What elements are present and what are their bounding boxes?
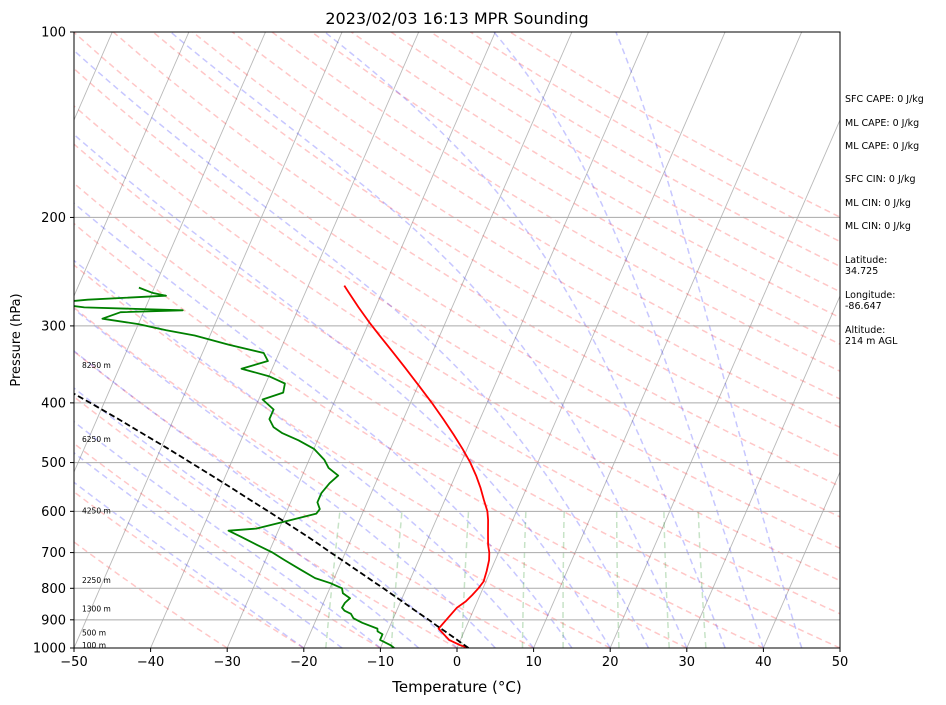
dry-adiabat-line	[74, 350, 534, 648]
isotherm-line	[533, 32, 803, 648]
isotherm-line	[226, 32, 496, 648]
dry-adiabat-line	[74, 490, 305, 648]
moist-adiabat-line	[74, 49, 650, 648]
y-tick-label: 1000	[33, 642, 66, 657]
x-tick-label: 40	[755, 655, 772, 670]
dry-adiabat-line	[271, 32, 840, 373]
sounding-series	[74, 285, 491, 648]
sounding-info-item: SFC CIN: 0 J/kg	[845, 174, 916, 185]
moist-adiabat-line	[74, 451, 343, 648]
height-label: 4250 m	[82, 506, 111, 515]
moist-adiabat-line	[493, 32, 765, 648]
x-tick-label: 0	[453, 655, 461, 670]
x-tick-label: 10	[525, 655, 542, 670]
height-label: 500 m	[82, 628, 106, 637]
moist-adiabat-line	[74, 481, 305, 648]
pressure-gridlines	[74, 216, 840, 621]
isotherm-line	[74, 32, 266, 474]
isotherm-line	[609, 118, 840, 648]
sounding-info-item: Altitude: 214 m AGL	[845, 325, 898, 347]
dry-adiabat-line	[192, 32, 840, 429]
height-label: 6250 m	[82, 435, 111, 444]
height-label: 1300 m	[82, 604, 111, 613]
series-line-0	[343, 285, 491, 648]
dry-adiabat-line	[74, 32, 840, 518]
isotherm-line	[150, 32, 420, 648]
x-tick-label: 50	[832, 655, 849, 670]
x-tick-label: −20	[290, 655, 317, 670]
isotherm-line	[686, 294, 840, 648]
dry-adiabat-line	[74, 67, 840, 550]
height-label: 2250 m	[82, 576, 111, 585]
dry-adiabat-line	[74, 182, 840, 648]
moist-adiabat-line	[615, 32, 803, 648]
y-tick-label: 700	[41, 546, 66, 561]
y-tick-label: 100	[41, 26, 66, 41]
series-line-2	[74, 392, 470, 648]
y-tick-label: 400	[41, 396, 66, 411]
background-lines	[74, 32, 840, 648]
series-line-1	[74, 286, 395, 648]
isotherm-line	[379, 32, 649, 648]
moist-adiabat-line	[324, 32, 726, 648]
sounding-info-item: Latitude: 34.725	[845, 255, 888, 277]
dry-adiabat-line	[152, 32, 840, 458]
y-tick-label: 600	[41, 505, 66, 520]
dry-adiabat-line	[74, 104, 840, 582]
dry-adiabat-line	[74, 395, 458, 648]
sounding-info-item: ML CAPE: 0 J/kg	[845, 118, 920, 129]
height-label: 8250 m	[82, 361, 111, 370]
sounding-info-item: ML CIN: 0 J/kg	[845, 221, 911, 232]
moist-adiabat-line	[74, 350, 458, 648]
height-labels: 100 m 500 m 1300 m 2250 m 4250 m 6250 m 8250 m	[82, 361, 111, 650]
y-axis-ticks: 100 200 300 400 500 600 700 800 900 1000	[33, 26, 74, 657]
moist-adiabat-line	[74, 307, 496, 648]
dry-adiabat-line	[74, 442, 381, 648]
x-tick-label: −30	[213, 655, 240, 670]
sounding-info-item: ML CIN: 0 J/kg	[845, 198, 911, 209]
y-tick-label: 500	[41, 456, 66, 471]
y-axis-label: Pressure (hPa)	[9, 293, 24, 386]
moist-adiabat-line	[74, 133, 611, 648]
sounding-info-item: ML CAPE: 0 J/kg	[845, 141, 920, 152]
moist-adiabat-line	[74, 387, 420, 648]
isotherm-line	[762, 470, 840, 648]
sounding-info-item: SFC CAPE: 0 J/kg	[845, 94, 924, 105]
x-axis-ticks: −50 −40 −30 −20 −10 0 10 20 30 40 50	[60, 648, 848, 670]
y-tick-label: 900	[41, 613, 66, 628]
x-tick-label: 20	[602, 655, 619, 670]
moist-adiabat-line	[74, 420, 381, 648]
x-tick-label: 30	[679, 655, 696, 670]
y-tick-label: 800	[41, 582, 66, 597]
sounding-info-item: Longitude: -86.647	[845, 290, 896, 312]
y-tick-label: 200	[41, 211, 66, 226]
moist-adiabat-line	[170, 32, 688, 648]
dry-adiabat-line	[311, 32, 840, 345]
y-tick-label: 300	[41, 319, 66, 334]
dry-adiabat-line	[74, 264, 688, 648]
x-axis-label: Temperature (°C)	[391, 678, 521, 696]
height-label: 100 m	[82, 641, 106, 650]
x-tick-label: −10	[367, 655, 394, 670]
x-tick-label: −50	[60, 655, 87, 670]
dry-adiabat-line	[74, 306, 611, 648]
isotherm-line	[74, 32, 190, 298]
isotherm-line	[456, 32, 726, 648]
isotherm-line	[303, 32, 573, 648]
x-tick-label: −40	[137, 655, 164, 670]
chart-title: 2023/02/03 16:13 MPR Sounding	[325, 9, 588, 28]
dry-adiabat-line	[74, 143, 840, 615]
moist-adiabat-line	[74, 202, 573, 648]
